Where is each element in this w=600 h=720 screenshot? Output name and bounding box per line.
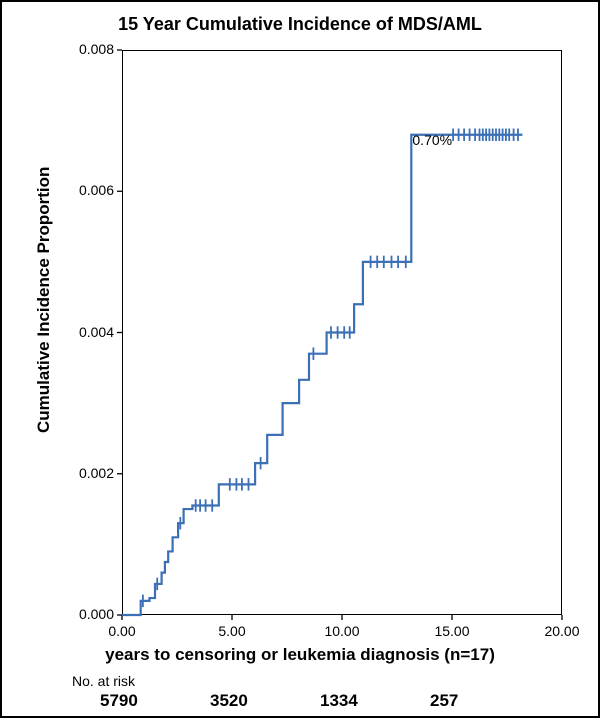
- x-axis-label: years to censoring or leukemia diagnosis…: [2, 645, 598, 665]
- at-risk-number: 1334: [320, 691, 358, 711]
- x-tick-label: 15.00: [432, 623, 472, 639]
- y-axis-label: Cumulative Incidence Proportion: [34, 233, 54, 433]
- x-tick-label: 0.00: [102, 623, 142, 639]
- chart-outer-frame: 15 Year Cumulative Incidence of MDS/AML …: [0, 0, 600, 718]
- annotation-label: 0.70%: [412, 132, 452, 148]
- y-tick-label: 0.006: [68, 182, 114, 198]
- at-risk-number: 5790: [100, 691, 138, 711]
- at-risk-caption: No. at risk: [72, 673, 135, 689]
- y-tick-label: 0.002: [68, 465, 114, 481]
- at-risk-number: 3520: [210, 691, 248, 711]
- y-tick-label: 0.008: [68, 41, 114, 57]
- y-tick-label: 0.000: [68, 606, 114, 622]
- y-tick-label: 0.004: [68, 324, 114, 340]
- cumulative-incidence-line: [122, 135, 522, 615]
- at-risk-number: 257: [430, 691, 458, 711]
- x-tick-label: 10.00: [322, 623, 362, 639]
- x-tick-label: 20.00: [542, 623, 582, 639]
- x-tick-label: 5.00: [212, 623, 252, 639]
